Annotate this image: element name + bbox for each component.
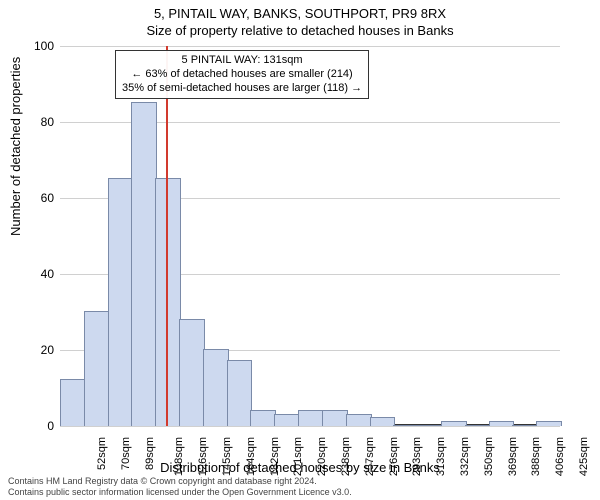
histogram-bar (250, 410, 276, 426)
histogram-bar (489, 421, 515, 426)
histogram-bar (512, 425, 538, 426)
annotation-line: 35% of semi-detached houses are larger (… (122, 82, 362, 96)
histogram-bar (393, 425, 419, 426)
histogram-bar (536, 421, 562, 426)
histogram-bar (131, 102, 157, 426)
histogram-bar (322, 410, 348, 426)
histogram-bar (108, 178, 134, 426)
y-axis-label: Number of detached properties (8, 57, 23, 236)
x-axis-label: Distribution of detached houses by size … (0, 460, 600, 475)
histogram-bar (155, 178, 181, 426)
footer-line: Contains HM Land Registry data © Crown c… (8, 476, 352, 486)
footer-attribution: Contains HM Land Registry data © Crown c… (8, 476, 352, 497)
histogram-bar (179, 319, 205, 426)
histogram-bar (417, 425, 443, 426)
histogram-bar (441, 421, 467, 426)
y-tick-label: 80 (41, 115, 54, 129)
histogram-bar (346, 414, 372, 426)
plot-area: 02040608010052sqm70sqm89sqm108sqm126sqm1… (60, 46, 560, 426)
chart-supertitle: 5, PINTAIL WAY, BANKS, SOUTHPORT, PR9 8R… (0, 6, 600, 21)
histogram-bar (298, 410, 324, 426)
histogram-bar (60, 379, 86, 426)
y-tick-label: 0 (47, 419, 54, 433)
histogram-bar (465, 425, 491, 426)
y-tick-label: 60 (41, 191, 54, 205)
y-tick-label: 20 (41, 343, 54, 357)
y-tick-label: 40 (41, 267, 54, 281)
annotation-box: 5 PINTAIL WAY: 131sqm← 63% of detached h… (115, 50, 369, 99)
histogram-bar (370, 417, 396, 426)
reference-marker-line (166, 46, 168, 426)
footer-line: Contains public sector information licen… (8, 487, 352, 497)
annotation-line: ← 63% of detached houses are smaller (21… (122, 68, 362, 82)
gridline (60, 46, 560, 47)
histogram-bar (274, 414, 300, 426)
y-tick-label: 100 (34, 39, 54, 53)
histogram-bar (203, 349, 229, 426)
chart-subtitle: Size of property relative to detached ho… (0, 23, 600, 38)
histogram-bar (227, 360, 253, 426)
gridline (60, 426, 560, 427)
histogram-bar (84, 311, 110, 426)
annotation-line: 5 PINTAIL WAY: 131sqm (122, 54, 362, 68)
